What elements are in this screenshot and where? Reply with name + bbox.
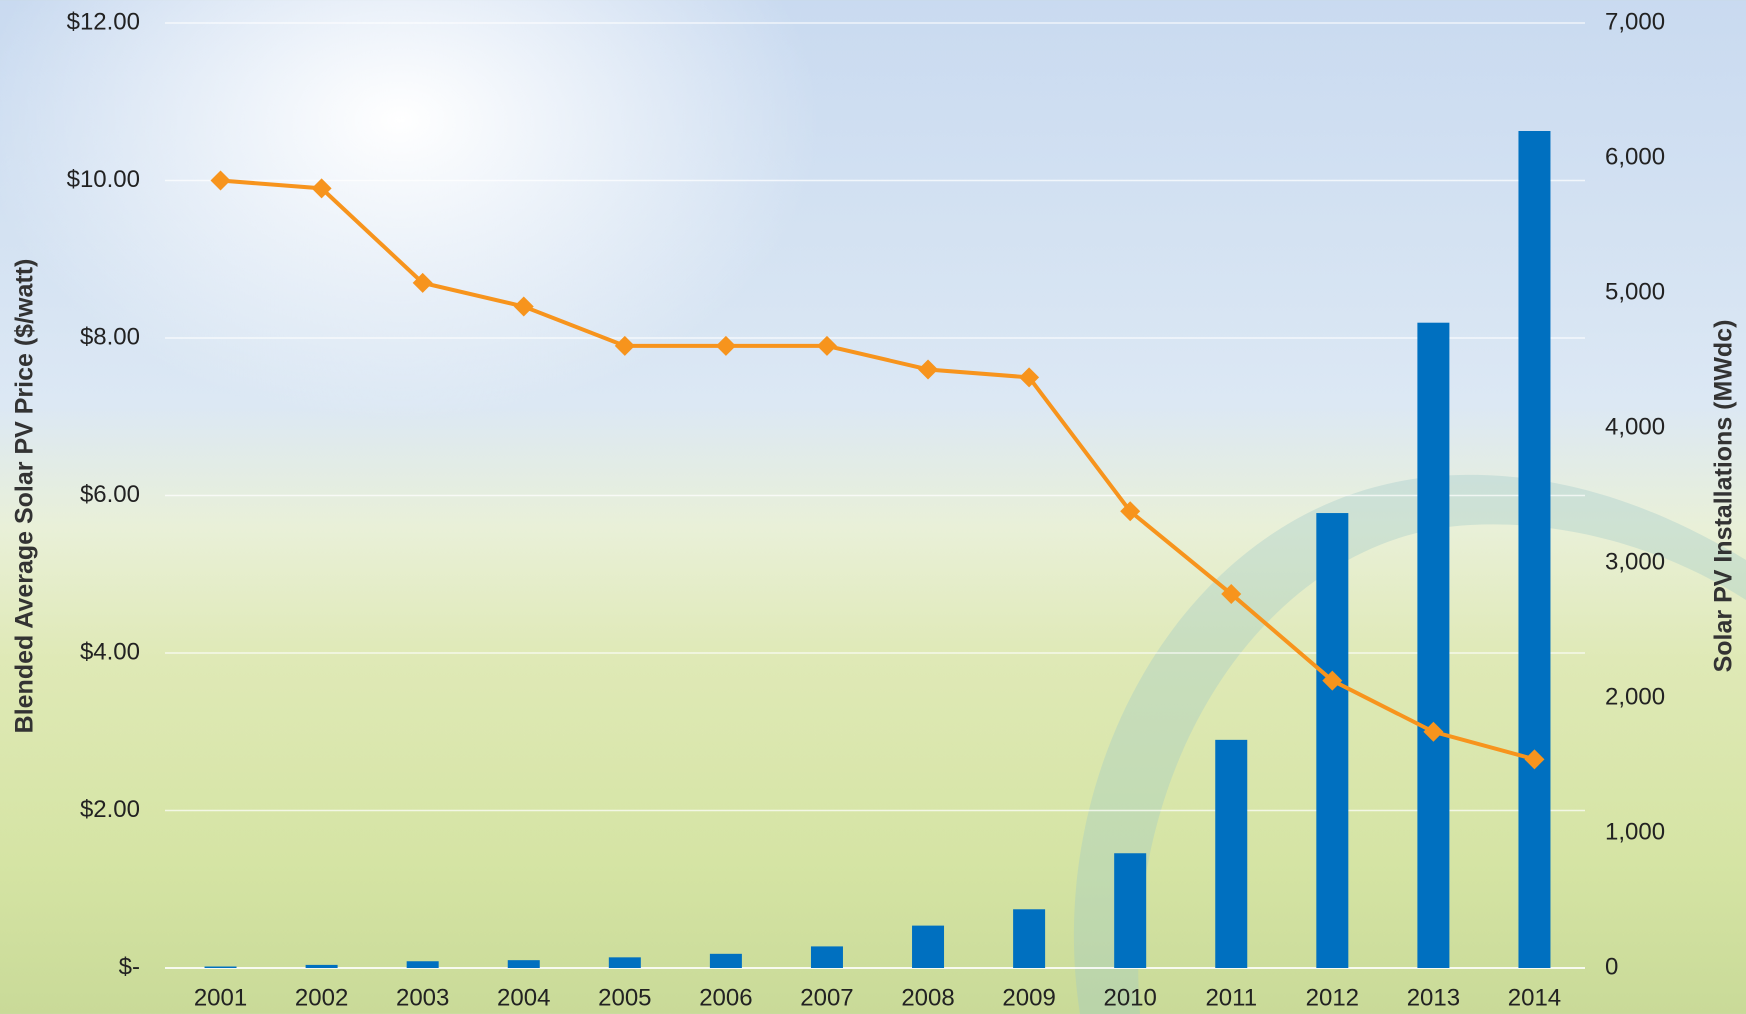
bar xyxy=(204,966,237,968)
bar xyxy=(305,964,338,968)
bar xyxy=(406,961,439,968)
bar xyxy=(1013,909,1046,968)
x-tick-label: 2003 xyxy=(396,984,449,1011)
y-tick-label: $- xyxy=(119,953,140,980)
line-marker xyxy=(1524,749,1545,770)
x-tick-label: 2010 xyxy=(1103,984,1156,1011)
line-marker xyxy=(1120,501,1141,522)
line-marker xyxy=(918,359,939,380)
line-marker xyxy=(412,272,433,293)
decor-swoosh xyxy=(1073,474,1746,1014)
line-marker xyxy=(1221,583,1242,604)
line-marker xyxy=(1423,721,1444,742)
y2-tick-label: 0 xyxy=(1605,953,1618,980)
x-tick-label: 2006 xyxy=(699,984,752,1011)
y-tick-label: $12.00 xyxy=(67,8,140,35)
x-tick-label: 2001 xyxy=(194,984,247,1011)
x-tick-label: 2013 xyxy=(1407,984,1460,1011)
y2-axis-title: Solar PV Installations (MWdc) xyxy=(1710,320,1738,673)
bar xyxy=(709,953,742,968)
y-tick-label: $8.00 xyxy=(80,323,140,350)
line-marker xyxy=(816,335,837,356)
line-marker xyxy=(311,178,332,199)
y2-tick-label: 7,000 xyxy=(1605,8,1665,35)
x-tick-label: 2004 xyxy=(497,984,550,1011)
y2-tick-label: 2,000 xyxy=(1605,683,1665,710)
y-tick-label: $6.00 xyxy=(80,481,140,508)
x-tick-label: 2007 xyxy=(800,984,853,1011)
bar xyxy=(1417,322,1450,968)
line xyxy=(220,178,1535,762)
x-tick-label: 2012 xyxy=(1306,984,1359,1011)
y2-tick-label: 3,000 xyxy=(1605,548,1665,575)
x-tick-label: 2009 xyxy=(1002,984,1055,1011)
x-tick-label: 2002 xyxy=(295,984,348,1011)
y-axis-title: Blended Average Solar PV Price ($/watt) xyxy=(11,259,39,734)
y-tick-label: $10.00 xyxy=(67,166,140,193)
bar xyxy=(1114,853,1147,968)
x-tick-label: 2008 xyxy=(901,984,954,1011)
bar xyxy=(1316,513,1349,968)
line-marker xyxy=(513,296,534,317)
y2-tick-label: 1,000 xyxy=(1605,818,1665,845)
y2-tick-label: 5,000 xyxy=(1605,278,1665,305)
bar xyxy=(810,946,843,968)
bar xyxy=(1518,131,1551,968)
y-tick-label: $2.00 xyxy=(80,796,140,823)
bar xyxy=(507,960,540,968)
line-marker xyxy=(1019,367,1040,388)
bar xyxy=(912,925,945,968)
line-marker xyxy=(1322,670,1343,691)
y2-tick-label: 4,000 xyxy=(1605,413,1665,440)
line-marker xyxy=(715,335,736,356)
x-tick-label: 2011 xyxy=(1205,984,1257,1011)
bar xyxy=(1215,739,1248,968)
y2-tick-label: 6,000 xyxy=(1605,143,1665,170)
x-tick-label: 2005 xyxy=(598,984,651,1011)
bar xyxy=(608,957,641,968)
y-tick-label: $4.00 xyxy=(80,638,140,665)
line-marker xyxy=(614,335,635,356)
x-tick-label: 2014 xyxy=(1508,984,1561,1011)
line-marker xyxy=(210,170,231,191)
